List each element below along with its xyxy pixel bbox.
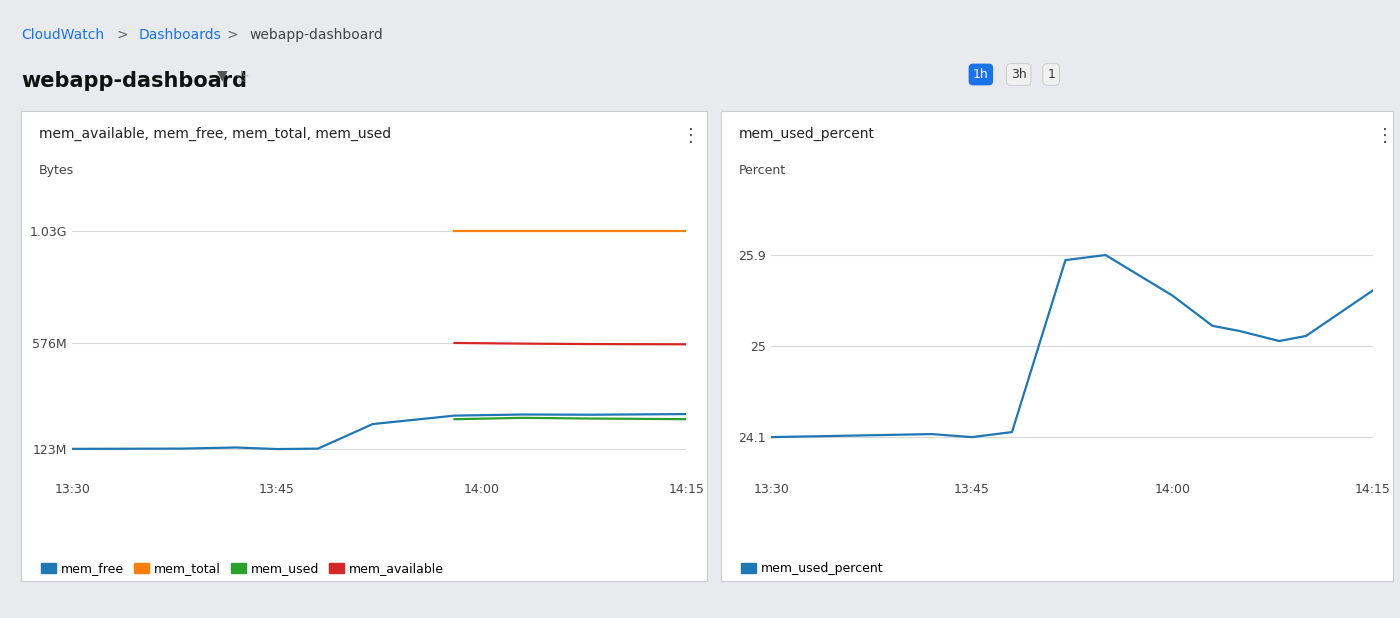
Text: Bytes: Bytes	[39, 164, 74, 177]
Text: mem_used_percent: mem_used_percent	[739, 127, 875, 141]
Text: 1h: 1h	[973, 68, 988, 81]
Text: webapp-dashboard: webapp-dashboard	[249, 28, 384, 42]
Text: >: >	[227, 28, 238, 42]
Text: 1: 1	[1047, 68, 1056, 81]
Text: >: >	[116, 28, 127, 42]
Legend: mem_used_percent: mem_used_percent	[735, 557, 888, 580]
Text: ☆: ☆	[235, 69, 251, 87]
Legend: mem_free, mem_total, mem_used, mem_available: mem_free, mem_total, mem_used, mem_avail…	[36, 557, 449, 580]
Text: Percent: Percent	[739, 164, 787, 177]
Text: Dashboards: Dashboards	[139, 28, 221, 42]
Text: webapp-dashboard: webapp-dashboard	[21, 71, 246, 91]
Text: ⋮: ⋮	[1376, 127, 1394, 145]
Text: ⋮: ⋮	[682, 127, 700, 145]
Text: 3h: 3h	[1011, 68, 1026, 81]
Text: mem_available, mem_free, mem_total, mem_used: mem_available, mem_free, mem_total, mem_…	[39, 127, 392, 141]
Text: ▼: ▼	[217, 68, 228, 82]
Text: CloudWatch: CloudWatch	[21, 28, 104, 42]
